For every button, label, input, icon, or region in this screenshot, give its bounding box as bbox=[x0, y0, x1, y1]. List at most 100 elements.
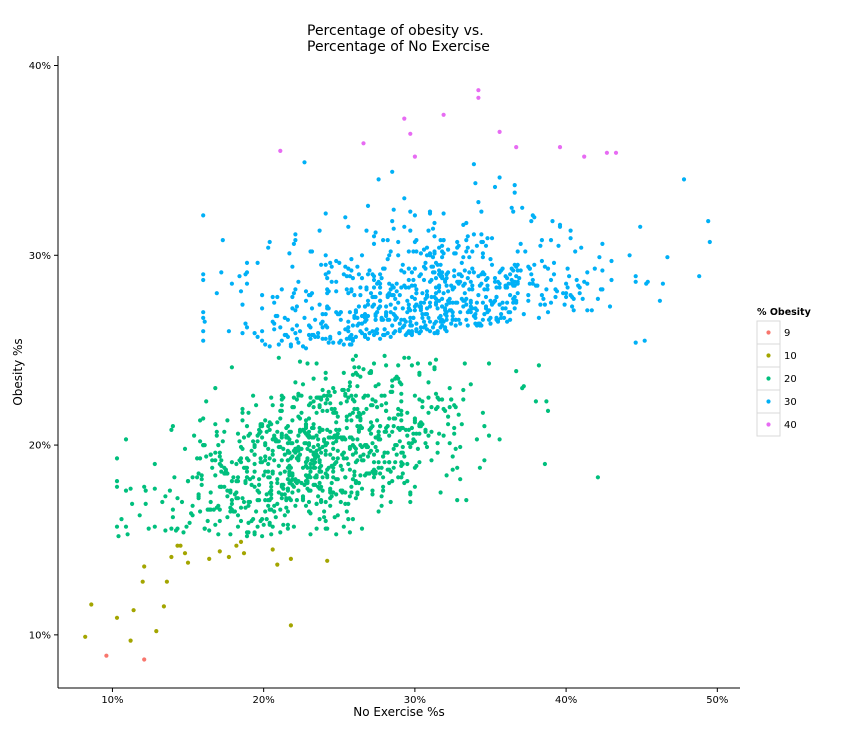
data-point-30 bbox=[473, 312, 478, 317]
data-point-20 bbox=[309, 458, 315, 463]
data-point-30 bbox=[485, 287, 490, 292]
data-point-30 bbox=[526, 293, 531, 298]
data-point-30 bbox=[396, 300, 401, 305]
data-point-20 bbox=[269, 395, 274, 400]
data-point-20 bbox=[461, 397, 466, 402]
data-point-20 bbox=[267, 522, 272, 527]
data-point-30 bbox=[423, 323, 428, 328]
data-point-30 bbox=[492, 276, 498, 281]
data-point-30 bbox=[462, 291, 467, 296]
data-point-20 bbox=[217, 484, 222, 489]
data-point-20 bbox=[179, 499, 185, 505]
data-point-30 bbox=[394, 281, 399, 286]
data-point-30 bbox=[477, 283, 482, 288]
data-point-20 bbox=[349, 484, 354, 489]
data-point-30 bbox=[427, 319, 433, 324]
data-point-20 bbox=[260, 534, 265, 539]
data-point-20 bbox=[261, 473, 266, 478]
data-point-20 bbox=[332, 389, 337, 394]
data-point-30 bbox=[492, 279, 498, 284]
data-point-20 bbox=[335, 448, 340, 453]
data-point-30 bbox=[633, 279, 638, 284]
data-point-20 bbox=[340, 488, 345, 493]
data-point-20 bbox=[311, 450, 316, 455]
data-point-20 bbox=[288, 429, 293, 434]
data-point-30 bbox=[365, 336, 371, 341]
data-point-20 bbox=[417, 460, 422, 465]
data-point-20 bbox=[314, 433, 319, 438]
data-point-30 bbox=[290, 327, 295, 332]
data-point-20 bbox=[291, 448, 296, 453]
data-point-30 bbox=[500, 300, 505, 305]
data-point-20 bbox=[353, 496, 358, 501]
data-point-20 bbox=[267, 456, 272, 461]
data-point-20 bbox=[229, 501, 234, 506]
data-point-20 bbox=[353, 393, 358, 398]
data-point-30 bbox=[427, 329, 433, 334]
data-point-20 bbox=[352, 469, 357, 474]
data-point-20 bbox=[281, 446, 286, 451]
data-point-20 bbox=[284, 505, 289, 510]
data-point-30 bbox=[420, 312, 425, 317]
data-point-20 bbox=[444, 473, 449, 478]
data-point-20 bbox=[453, 405, 458, 410]
data-point-30 bbox=[365, 313, 371, 319]
data-point-20 bbox=[447, 405, 452, 410]
data-point-30 bbox=[458, 321, 463, 326]
data-point-30 bbox=[418, 300, 423, 305]
data-point-30 bbox=[444, 313, 449, 319]
data-point-20 bbox=[300, 465, 306, 470]
data-point-20 bbox=[376, 429, 381, 434]
data-point-20 bbox=[325, 467, 330, 472]
data-point-20 bbox=[355, 414, 360, 419]
data-point-20 bbox=[343, 393, 348, 398]
data-point-20 bbox=[364, 406, 369, 412]
data-point-10 bbox=[114, 615, 120, 620]
data-point-20 bbox=[255, 524, 260, 529]
data-point-30 bbox=[202, 319, 207, 324]
data-point-30 bbox=[427, 211, 433, 216]
data-point-30 bbox=[382, 266, 387, 271]
data-point-20 bbox=[399, 418, 404, 423]
data-point-20 bbox=[272, 503, 277, 508]
data-point-20 bbox=[464, 498, 469, 503]
data-point-30 bbox=[527, 281, 532, 286]
data-point-30 bbox=[456, 272, 461, 277]
data-point-30 bbox=[539, 258, 545, 264]
data-point-20 bbox=[287, 480, 292, 486]
data-point-20 bbox=[125, 532, 130, 537]
data-point-20 bbox=[387, 433, 392, 438]
chart-title-line-1: Percentage of obesity vs. bbox=[307, 23, 484, 39]
data-point-30 bbox=[293, 232, 298, 237]
data-point-20 bbox=[314, 410, 319, 415]
data-point-20 bbox=[429, 405, 434, 410]
data-point-30 bbox=[378, 285, 383, 290]
data-point-20 bbox=[595, 475, 601, 480]
data-point-20 bbox=[267, 498, 272, 503]
data-point-30 bbox=[308, 249, 313, 254]
data-point-30 bbox=[424, 253, 430, 258]
data-point-20 bbox=[426, 380, 431, 385]
data-point-30 bbox=[444, 276, 449, 281]
data-point-30 bbox=[279, 338, 284, 343]
data-point-30 bbox=[473, 315, 478, 320]
data-point-20 bbox=[412, 484, 417, 489]
data-point-20 bbox=[411, 431, 416, 436]
data-point-30 bbox=[338, 317, 343, 322]
data-point-20 bbox=[213, 473, 218, 478]
data-point-30 bbox=[338, 338, 343, 343]
data-point-20 bbox=[169, 427, 174, 432]
data-point-20 bbox=[331, 441, 336, 446]
data-point-30 bbox=[480, 300, 485, 305]
data-point-20 bbox=[396, 363, 401, 368]
data-point-30 bbox=[557, 222, 563, 227]
data-point-20 bbox=[393, 460, 398, 465]
data-point-20 bbox=[394, 452, 399, 457]
data-point-30 bbox=[461, 304, 466, 309]
data-point-20 bbox=[199, 473, 204, 478]
data-point-30 bbox=[465, 323, 470, 328]
data-point-30 bbox=[388, 302, 393, 307]
data-point-20 bbox=[323, 471, 328, 476]
data-point-30 bbox=[488, 257, 493, 262]
data-point-20 bbox=[458, 477, 463, 482]
